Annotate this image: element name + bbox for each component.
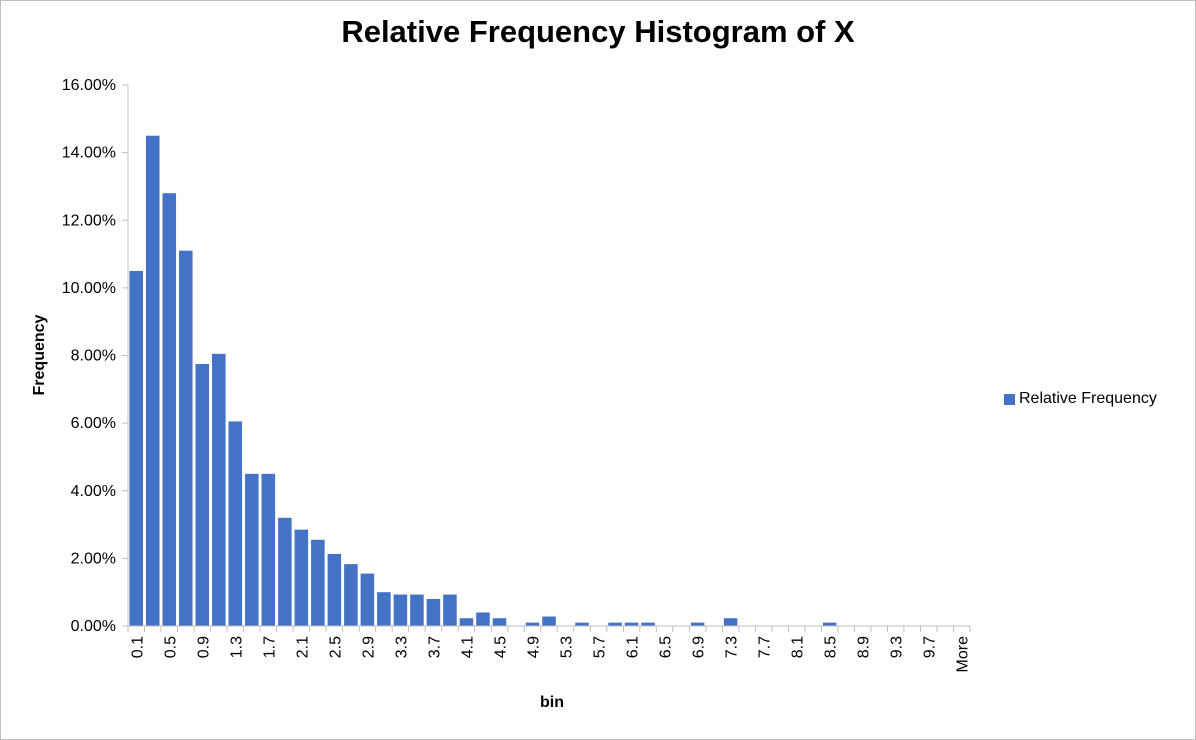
x-tick-label: 9.7	[922, 636, 939, 658]
histogram-bar	[145, 135, 160, 626]
x-tick-label: 4.9	[525, 636, 542, 658]
histogram-bar	[525, 622, 540, 626]
x-tick-label: 0.9	[195, 636, 212, 658]
histogram-bar	[261, 473, 276, 626]
legend: Relative Frequency	[1004, 390, 1157, 408]
x-tick-label: 8.1	[790, 636, 807, 658]
histogram-bar	[245, 473, 259, 626]
histogram-bar	[360, 573, 375, 626]
histogram-bar	[228, 421, 243, 626]
histogram-bar	[492, 618, 507, 626]
x-tick-label: 6.5	[658, 636, 675, 658]
x-tick-label: 2.1	[294, 636, 311, 658]
x-tick-label: 6.1	[625, 636, 642, 658]
histogram-bar	[377, 592, 391, 626]
histogram-bar	[344, 564, 358, 626]
histogram-bar	[162, 193, 177, 626]
histogram-bar	[327, 553, 342, 626]
y-tick-label: 4.00%	[71, 483, 116, 500]
x-tick-label: 3.7	[426, 636, 443, 658]
x-tick-label: More	[955, 636, 972, 673]
histogram-bar	[624, 622, 639, 626]
histogram-bar	[723, 618, 738, 626]
histogram-bar	[129, 270, 144, 626]
x-tick-label: 7.7	[757, 636, 774, 658]
histogram-bar	[822, 622, 837, 626]
histogram-bar	[410, 594, 424, 626]
x-tick-label: 1.7	[261, 636, 278, 658]
histogram-bar	[179, 250, 193, 626]
y-tick-label: 8.00%	[71, 348, 116, 365]
histogram-bar	[459, 618, 474, 626]
y-tick-label: 0.00%	[71, 618, 116, 635]
legend-swatch	[1004, 393, 1015, 405]
x-tick-label: 1.3	[228, 636, 245, 658]
chart-title: Relative Frequency Histogram of X	[341, 14, 855, 49]
histogram-bar	[690, 622, 705, 626]
histogram-bar	[608, 622, 622, 626]
y-tick-label: 14.00%	[62, 145, 116, 162]
y-tick-label: 6.00%	[71, 415, 116, 432]
histogram-bar	[294, 529, 309, 626]
x-tick-label: 2.5	[327, 636, 344, 658]
x-tick-label: 2.9	[360, 636, 377, 658]
x-tick-label: 4.1	[459, 636, 476, 658]
y-tick-label: 16.00%	[62, 77, 116, 94]
x-tick-label: 8.5	[823, 636, 840, 658]
x-tick-label: 6.9	[691, 636, 708, 658]
x-tick-label: 3.3	[393, 636, 410, 658]
x-tick-label: 8.9	[856, 636, 873, 658]
y-axis-label: Frequency	[31, 314, 48, 396]
x-tick-label: 7.3	[724, 636, 741, 658]
histogram-bar	[641, 622, 655, 626]
histogram-bar	[278, 517, 292, 626]
x-tick-label: 5.7	[592, 636, 609, 658]
histogram-bar	[542, 616, 556, 626]
histogram-bar	[212, 353, 226, 626]
x-tick-label: 0.5	[162, 636, 179, 658]
histogram-bar	[443, 594, 457, 626]
legend-label: Relative Frequency	[1019, 390, 1157, 407]
x-tick-label: 5.3	[559, 636, 576, 658]
histogram-bar	[575, 622, 589, 626]
x-tick-label: 4.5	[492, 636, 509, 658]
x-tick-label: 9.3	[889, 636, 906, 658]
histogram-bar	[426, 598, 441, 626]
histogram-bar	[195, 363, 210, 626]
x-axis-label: bin	[540, 694, 564, 711]
histogram-bar	[311, 539, 325, 626]
histogram-bar	[393, 594, 408, 626]
y-tick-label: 2.00%	[71, 550, 116, 567]
histogram-bar	[476, 612, 490, 626]
x-tick-label: 0.1	[129, 636, 146, 658]
y-tick-label: 10.00%	[62, 280, 116, 297]
y-tick-label: 12.00%	[62, 212, 116, 229]
